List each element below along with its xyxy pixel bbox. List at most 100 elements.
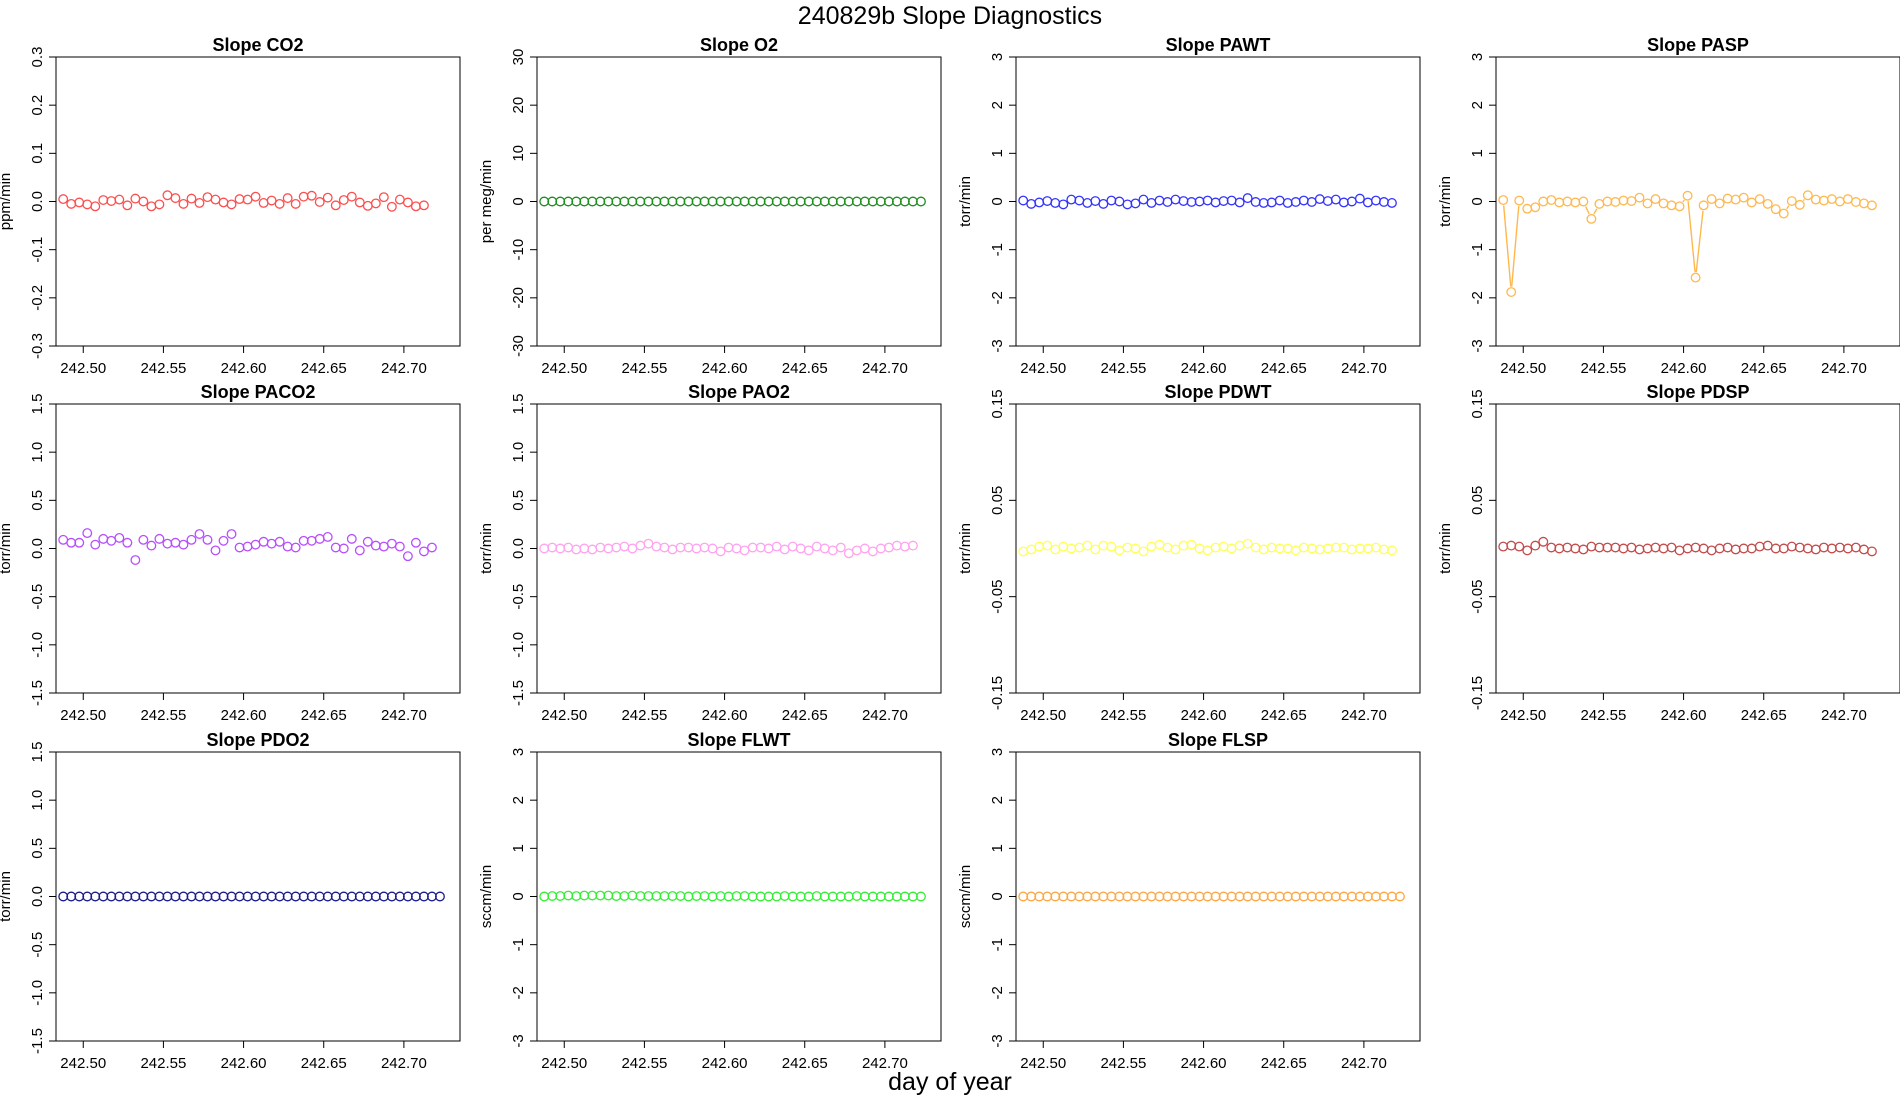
y-tick-label: -30	[510, 335, 527, 357]
data-point	[130, 555, 141, 566]
x-tick-label: 242.70	[862, 360, 908, 377]
data-point	[1674, 201, 1685, 212]
y-tick-label: 3	[989, 748, 1006, 756]
x-tick-label: 242.65	[1261, 1055, 1307, 1072]
y-tick-label: -20	[510, 287, 527, 309]
data-point	[1266, 197, 1277, 208]
data-point	[819, 196, 830, 207]
data-point	[1554, 197, 1565, 208]
data-point	[1090, 544, 1101, 555]
data-point	[1354, 543, 1365, 554]
data-point	[1026, 891, 1037, 902]
data-point	[1378, 891, 1389, 902]
y-axis-label: torr/min	[0, 871, 14, 922]
data-point	[755, 196, 766, 207]
data-point	[1210, 542, 1221, 553]
data-point	[1250, 542, 1261, 553]
data-point	[178, 198, 189, 209]
data-point	[1298, 542, 1309, 553]
data-point	[58, 194, 69, 205]
data-point	[827, 891, 838, 902]
data-point	[675, 196, 686, 207]
data-point	[1346, 544, 1357, 555]
data-point	[1202, 891, 1213, 902]
data-point	[1730, 194, 1741, 205]
data-point	[619, 196, 630, 207]
data-point	[843, 891, 854, 902]
data-point	[1354, 193, 1365, 204]
x-tick-label: 242.70	[1821, 707, 1867, 724]
y-tick-label: 1.5	[510, 394, 527, 415]
y-axis-label: per meg/min	[478, 160, 495, 243]
data-point	[763, 543, 774, 554]
x-tick-label: 242.70	[1341, 360, 1387, 377]
data-point	[1258, 197, 1269, 208]
data-point	[907, 891, 918, 902]
y-tick-label: 0.0	[29, 538, 46, 559]
y-tick-label: 0.15	[1469, 389, 1486, 418]
data-point	[186, 891, 197, 902]
data-point	[867, 546, 878, 557]
y-tick-label: -0.15	[1469, 676, 1486, 710]
plot-frame	[1015, 56, 1421, 347]
data-point	[547, 891, 558, 901]
data-point	[579, 196, 590, 207]
data-point	[386, 201, 397, 212]
data-point	[410, 891, 421, 902]
data-point	[1594, 542, 1605, 553]
data-point	[1666, 200, 1677, 211]
data-point	[1578, 196, 1589, 207]
data-point	[1514, 195, 1525, 206]
data-point	[1338, 891, 1349, 902]
data-point	[1178, 540, 1189, 551]
y-axis-label: torr/min	[1437, 523, 1454, 574]
data-point	[1746, 197, 1757, 208]
data-point	[835, 542, 846, 553]
data-point	[114, 891, 125, 902]
data-point	[715, 546, 726, 557]
data-point	[1770, 543, 1781, 554]
y-tick-label: 3	[989, 53, 1006, 61]
data-point	[779, 544, 790, 555]
data-point	[250, 191, 261, 202]
data-point	[314, 891, 325, 902]
y-tick-label: 0	[510, 892, 527, 900]
data-point	[1306, 543, 1317, 554]
data-point	[1082, 540, 1093, 551]
data-point	[1250, 197, 1261, 207]
x-tick-label: 242.50	[1020, 1055, 1066, 1072]
data-point	[691, 543, 702, 554]
data-point	[691, 891, 702, 901]
data-point	[1818, 195, 1829, 206]
series-line-segment	[1695, 210, 1704, 273]
x-tick-label: 242.50	[541, 360, 587, 377]
data-point	[1546, 542, 1557, 553]
x-tick-label: 242.55	[621, 360, 667, 377]
data-point	[1042, 196, 1053, 206]
data-point	[242, 541, 253, 552]
data-point	[362, 536, 373, 547]
y-tick-label: -1.0	[510, 632, 527, 658]
data-point	[1186, 539, 1197, 550]
data-point	[1050, 197, 1061, 208]
data-point	[899, 196, 910, 207]
data-point	[651, 891, 662, 901]
data-point	[635, 891, 646, 901]
data-point	[1346, 196, 1357, 207]
data-point	[1506, 287, 1517, 298]
data-point	[1682, 543, 1693, 554]
y-tick-label: -2	[989, 986, 1006, 999]
data-point	[899, 891, 910, 902]
data-point	[587, 544, 598, 555]
data-point	[1498, 195, 1509, 206]
data-point	[66, 891, 77, 902]
data-point	[771, 891, 782, 902]
data-point	[843, 548, 854, 559]
data-point	[402, 891, 413, 902]
data-point	[1170, 544, 1181, 555]
data-point	[1202, 545, 1213, 556]
panel-title: Slope FLWT	[688, 730, 791, 750]
data-point	[1034, 891, 1045, 902]
data-point	[1066, 543, 1077, 554]
data-point	[298, 191, 309, 202]
